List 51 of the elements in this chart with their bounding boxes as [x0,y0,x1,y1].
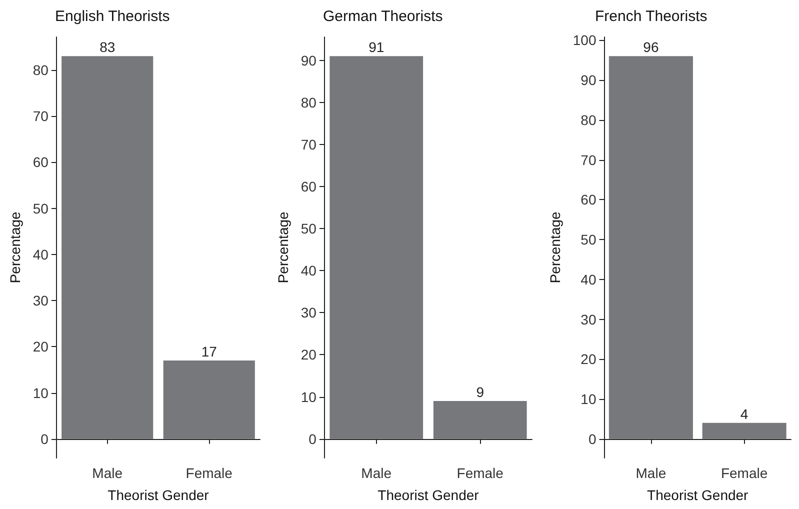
y-tick-label: 70 [32,108,49,124]
y-tick-label: 70 [580,152,596,168]
x-axis-title: Theorist Gender [647,487,749,503]
y-tick-label: 20 [32,338,49,355]
y-tick-label: 40 [300,262,317,279]
y-tick-label: 80 [32,62,49,78]
y-axis-title: Percentage [547,211,563,284]
chart-title: English Theorists [55,8,170,25]
y-tick-label: 40 [580,271,596,288]
chart-title: German Theorists [323,8,443,25]
y-tick-label: 20 [580,351,596,368]
y-tick-label: 80 [580,112,596,128]
x-axis-title: Theorist Gender [108,487,210,503]
y-tick-label: 10 [300,388,317,405]
y-tick-label: 40 [32,246,49,262]
y-axis-title: Percentage [275,211,291,284]
y-tick-label: 80 [300,94,317,110]
y-tick-label: 50 [300,220,317,237]
y-tick-label: 70 [300,136,317,152]
y-axis-title: Percentage [7,211,23,284]
chart-title: French Theorists [595,8,708,25]
y-tick-label: 10 [580,390,596,407]
data-label: 9 [476,384,484,400]
x-tick-label: Female [186,465,233,481]
y-tick-label: 90 [300,52,317,68]
data-label: 83 [100,39,116,56]
y-tick-label: 60 [580,192,596,208]
x-tick-label: Female [456,465,504,481]
data-label: 4 [740,406,748,422]
x-tick-label: Male [361,465,392,481]
y-tick-label: 0 [588,430,596,447]
y-tick-label: 90 [580,72,596,88]
y-tick-label: 10 [32,384,49,401]
y-tick-label: 0 [308,430,317,447]
x-tick-label: Male [92,465,123,481]
y-tick-label: 30 [300,304,317,321]
x-tick-label: Male [636,465,666,481]
y-tick-label: 30 [32,292,49,309]
y-tick-label: 50 [32,200,49,216]
data-label: 17 [201,343,218,360]
y-tick-label: 20 [300,346,317,363]
y-tick-label: 60 [300,178,317,195]
x-axis-title: Theorist Gender [378,487,480,503]
y-tick-label: 50 [580,232,596,248]
data-label: 96 [643,39,659,56]
data-label: 91 [368,39,384,56]
y-tick-label: 60 [32,154,49,170]
y-tick-label: 0 [40,430,49,447]
x-tick-label: Female [720,465,768,481]
y-tick-label: 30 [580,311,596,328]
y-tick-label: 100 [572,32,596,48]
